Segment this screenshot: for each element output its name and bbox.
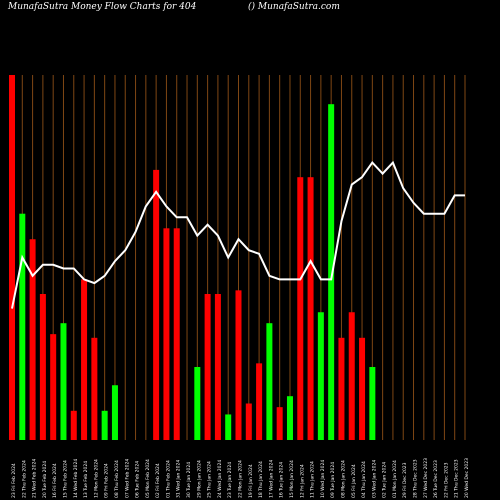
x-tick-label: 06 Tue Feb 2024 xyxy=(135,461,141,498)
flow-bar xyxy=(317,312,324,440)
flow-bar xyxy=(39,294,46,440)
x-tick-label: 21 Thu Dec 2023 xyxy=(454,459,460,498)
x-tick-label: 01 Thu Feb 2024 xyxy=(165,460,171,498)
x-tick-label: 13 Tue Feb 2024 xyxy=(83,461,89,498)
x-tick-label: 04 Thu Jan 2024 xyxy=(361,461,367,498)
flow-bar xyxy=(60,323,67,440)
x-tick-label: 10 Wed Jan 2024 xyxy=(320,460,326,498)
flow-bar xyxy=(9,75,15,440)
x-tick-label: 29 Fri Dec 2023 xyxy=(402,462,408,498)
x-tick-label: 20 Tue Feb 2024 xyxy=(42,461,48,498)
x-tick-label: 22 Mon Jan 2024 xyxy=(238,460,244,498)
x-tick-label: 22 Fri Dec 2023 xyxy=(443,462,449,498)
x-tick-label: 15 Thu Feb 2024 xyxy=(62,460,68,498)
chart-header-right: () MunafaSutra.com xyxy=(248,2,340,12)
chart-header-left: MunafaSutra Money Flow Charts for 404 xyxy=(8,2,197,12)
x-tick-label: 09 Tue Jan 2024 xyxy=(330,462,336,498)
x-tick-label: 08 Thu Feb 2024 xyxy=(114,460,120,498)
x-tick-label: 27 Wed Dec 2023 xyxy=(423,458,429,498)
flow-bar xyxy=(307,177,314,440)
flow-bar xyxy=(276,407,283,440)
x-tick-label: 17 Wed Jan 2024 xyxy=(268,460,274,498)
x-tick-label: 16 Fri Feb 2024 xyxy=(52,463,58,498)
x-tick-label: 11 Thu Jan 2024 xyxy=(310,461,316,498)
x-tick-label: 09 Fri Feb 2024 xyxy=(104,463,110,498)
x-tick-label: 01 Mon Jan 2024 xyxy=(392,460,398,498)
flow-bar xyxy=(338,337,345,440)
x-tick-label: 02 Tue Jan 2024 xyxy=(382,462,388,498)
flow-bar xyxy=(111,385,118,440)
x-tick-label: 18 Thu Jan 2024 xyxy=(258,461,264,498)
x-tick-label: 08 Mon Jan 2024 xyxy=(340,460,346,498)
flow-bar xyxy=(214,294,221,440)
flow-bar xyxy=(235,290,242,440)
flow-bar xyxy=(163,228,170,440)
flow-bar xyxy=(245,403,252,440)
x-tick-label: 26 Tue Dec 2023 xyxy=(433,460,439,498)
flow-bar xyxy=(328,104,335,440)
flow-bar xyxy=(91,337,98,440)
flow-bar xyxy=(70,410,77,440)
x-tick-label: 12 Fri Jan 2024 xyxy=(299,464,305,498)
flow-bar xyxy=(359,337,366,440)
x-tick-label: 31 Wed Jan 2024 xyxy=(176,460,182,498)
flow-bar xyxy=(266,323,273,440)
x-tick-label: 12 Mon Feb 2024 xyxy=(93,459,99,498)
x-tick-label: 14 Wed Feb 2024 xyxy=(73,459,79,498)
x-tick-label: 25 Thu Jan 2024 xyxy=(207,461,213,498)
flow-bar xyxy=(204,294,211,440)
x-tick-label: 05 Mon Feb 2024 xyxy=(145,459,151,498)
flow-bar xyxy=(173,228,180,440)
x-tick-label: 23 Fri Feb 2024 xyxy=(11,463,17,498)
flow-bar xyxy=(348,312,355,440)
x-tick-label: 16 Tue Jan 2024 xyxy=(279,462,285,498)
flow-bar xyxy=(101,410,108,440)
flow-bar xyxy=(286,396,293,440)
x-tick-label: 19 Fri Jan 2024 xyxy=(248,464,254,498)
flow-bar xyxy=(50,334,57,440)
x-tick-label: 30 Tue Jan 2024 xyxy=(186,462,192,498)
x-tick-label: 23 Tue Jan 2024 xyxy=(227,462,233,498)
flow-bar xyxy=(81,279,88,440)
flow-bar xyxy=(19,213,26,440)
x-tick-label: 07 Wed Feb 2024 xyxy=(124,459,130,498)
x-tick-label: 02 Fri Feb 2024 xyxy=(155,463,161,498)
flow-bar xyxy=(153,169,160,440)
x-tick-label: 21 Wed Feb 2024 xyxy=(32,459,38,498)
flow-bar xyxy=(369,367,376,440)
x-tick-label: 03 Wed Jan 2024 xyxy=(371,460,377,498)
x-tick-label: 15 Mon Jan 2024 xyxy=(289,460,295,498)
x-tick-label: 24 Wed Jan 2024 xyxy=(217,460,223,498)
flow-bar xyxy=(225,414,232,440)
x-tick-label: 28 Thu Dec 2023 xyxy=(413,459,419,498)
x-tick-label: 29 Mon Jan 2024 xyxy=(196,460,202,498)
flow-bar xyxy=(256,363,263,440)
money-flow-line xyxy=(11,160,465,309)
flow-bar xyxy=(29,239,36,440)
flow-bar xyxy=(194,367,201,440)
x-tick-label: 22 Thu Feb 2024 xyxy=(21,460,27,498)
x-tick-label: 20 Wed Dec 2023 xyxy=(464,458,470,498)
flow-bar xyxy=(297,177,304,440)
x-tick-label: 05 Fri Jan 2024 xyxy=(351,464,357,498)
